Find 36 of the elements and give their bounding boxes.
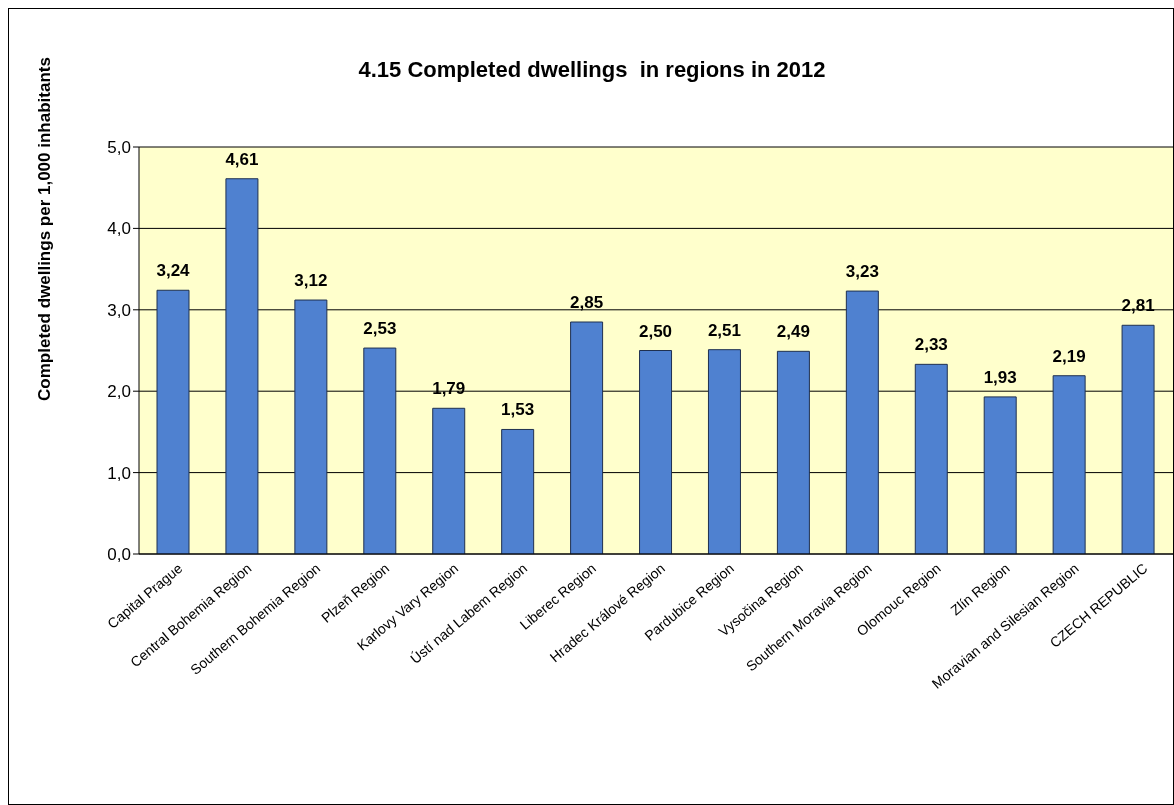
data-label: 3,23 <box>845 262 879 282</box>
y-tick-label: 2,0 <box>107 382 131 402</box>
bar <box>570 321 604 554</box>
bar <box>845 290 879 554</box>
y-tick-label: 4,0 <box>107 219 131 239</box>
chart-title: 4.15 Completed dwellings in regions in 2012 <box>358 57 826 82</box>
data-label: 2,51 <box>707 320 742 340</box>
bar <box>432 407 466 554</box>
y-tick-label: 5,0 <box>107 138 131 158</box>
data-label: 4,61 <box>225 149 259 169</box>
bar <box>156 289 190 554</box>
y-tick-label: 3,0 <box>107 300 131 320</box>
y-axis-title: Completed dwellings per 1,000 inhabitants <box>35 57 55 401</box>
bar <box>707 349 741 554</box>
data-label: 1,93 <box>983 367 1017 387</box>
data-label: 1,53 <box>501 400 535 420</box>
y-tick-label: 1,0 <box>107 463 131 483</box>
bar <box>1121 324 1155 554</box>
bar <box>983 396 1017 554</box>
data-label: 2,49 <box>776 322 810 342</box>
bar <box>501 428 535 554</box>
bar <box>294 299 328 554</box>
data-label: 3,24 <box>156 261 191 281</box>
data-label: 2,33 <box>914 335 948 355</box>
y-tick-label: 0,0 <box>107 545 131 565</box>
bar <box>914 363 948 554</box>
data-label: 2,50 <box>638 321 673 341</box>
bar <box>639 350 673 554</box>
bar <box>225 178 259 554</box>
bar <box>776 350 810 554</box>
bar <box>1052 375 1086 554</box>
data-label: 2,53 <box>363 319 397 339</box>
data-label: 2,85 <box>570 293 604 313</box>
bar <box>363 347 397 554</box>
data-label: 3,12 <box>294 271 328 291</box>
data-label: 2,19 <box>1052 346 1086 366</box>
